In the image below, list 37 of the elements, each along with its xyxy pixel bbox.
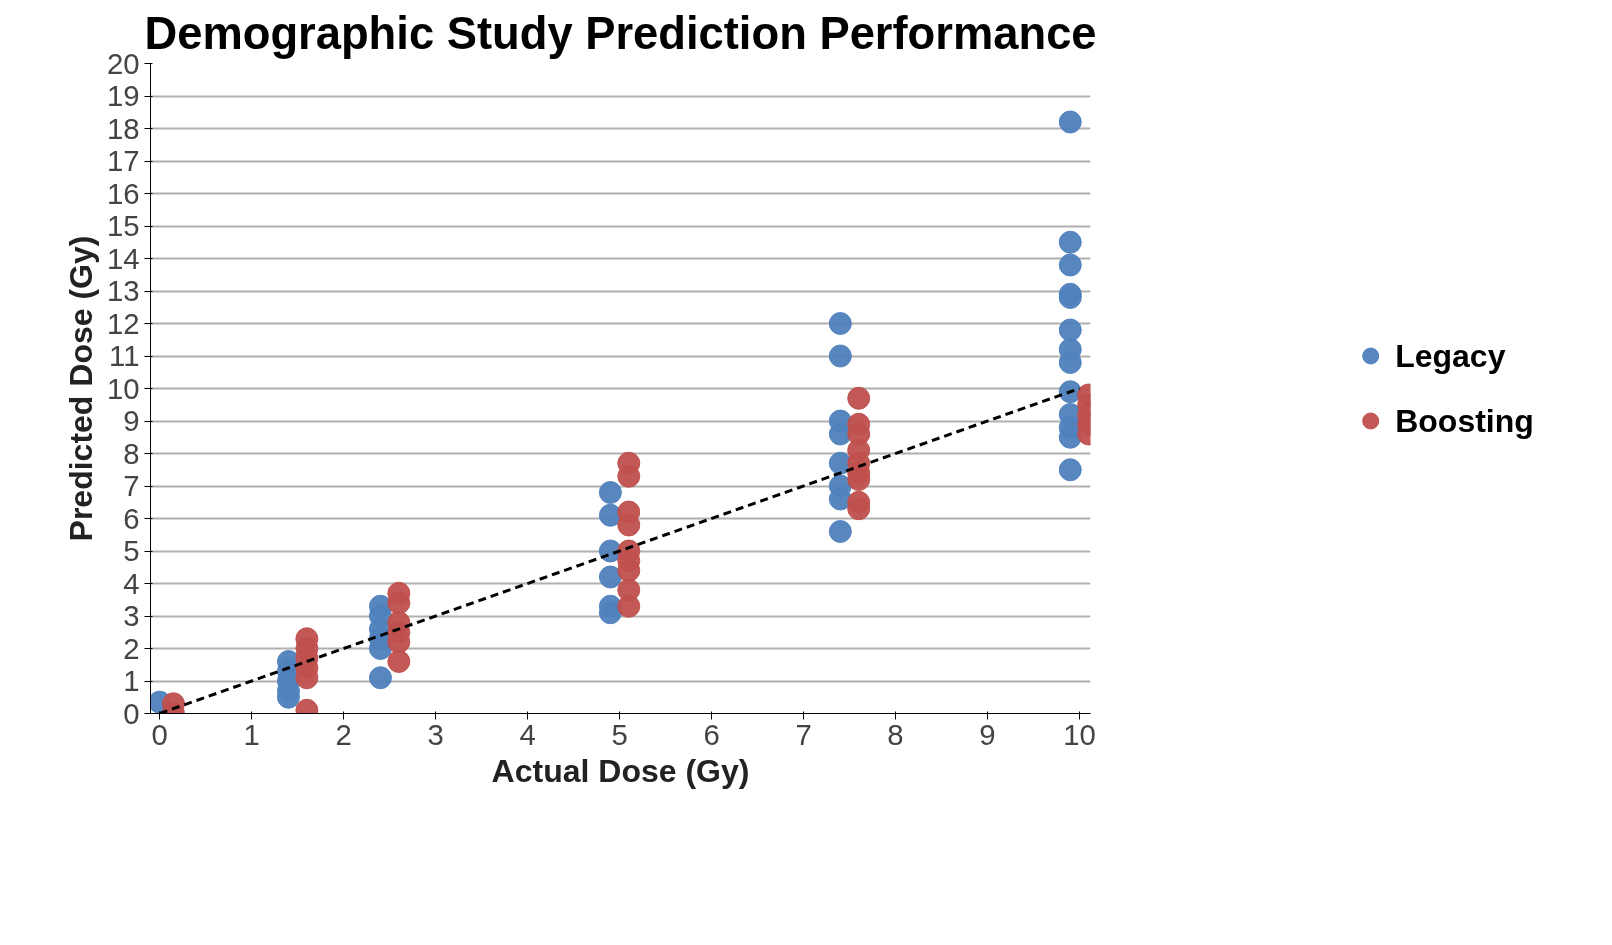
y-tick-label: 13: [106, 274, 140, 307]
y-axis-title: Predicted Dose (Gy): [62, 235, 99, 542]
chart-title: Demographic Study Prediction Performance: [144, 7, 1097, 59]
x-tick-label: 10: [1063, 717, 1096, 751]
x-tick-label: 3: [427, 717, 444, 751]
y-tick-label: 17: [106, 144, 140, 177]
y-tick-label: 19: [106, 79, 140, 112]
y-tick-label: 15: [106, 209, 140, 242]
y-tick-label: 12: [106, 306, 140, 340]
y-tick-label: 9: [123, 404, 140, 437]
y-tick-label: 3: [123, 599, 140, 632]
y-tick-label: 5: [123, 534, 140, 567]
y-tick-label: 20: [106, 46, 140, 80]
y-tick-label: 8: [123, 436, 140, 470]
y-tick-label: 7: [123, 469, 140, 502]
y-tick-label: 4: [123, 566, 140, 600]
y-tick-label: 14: [106, 241, 140, 275]
y-tick-label: 11: [109, 339, 140, 372]
y-tick-label: 10: [106, 371, 140, 405]
y-tick-label: 0: [123, 696, 140, 730]
x-tick-label: 9: [979, 717, 996, 751]
y-tick-label: 16: [106, 176, 140, 210]
legend-label: Boosting: [1395, 402, 1534, 439]
y-tick-label: 18: [106, 111, 140, 145]
y-tick-label: 1: [123, 664, 140, 697]
x-tick-label: 5: [611, 717, 628, 751]
y-tick-label: 2: [123, 631, 140, 665]
x-tick-label: 2: [335, 717, 352, 751]
x-tick-label: 8: [887, 717, 904, 751]
x-axis-title: Actual Dose (Gy): [491, 752, 750, 789]
x-tick-label: 6: [703, 717, 720, 751]
legend-label: Legacy: [1395, 337, 1506, 374]
x-tick-label: 7: [795, 717, 812, 751]
x-tick-label: 1: [243, 717, 260, 751]
x-tick-label: 0: [151, 717, 168, 751]
x-tick-label: 4: [519, 717, 536, 751]
y-tick-label: 6: [123, 501, 140, 535]
